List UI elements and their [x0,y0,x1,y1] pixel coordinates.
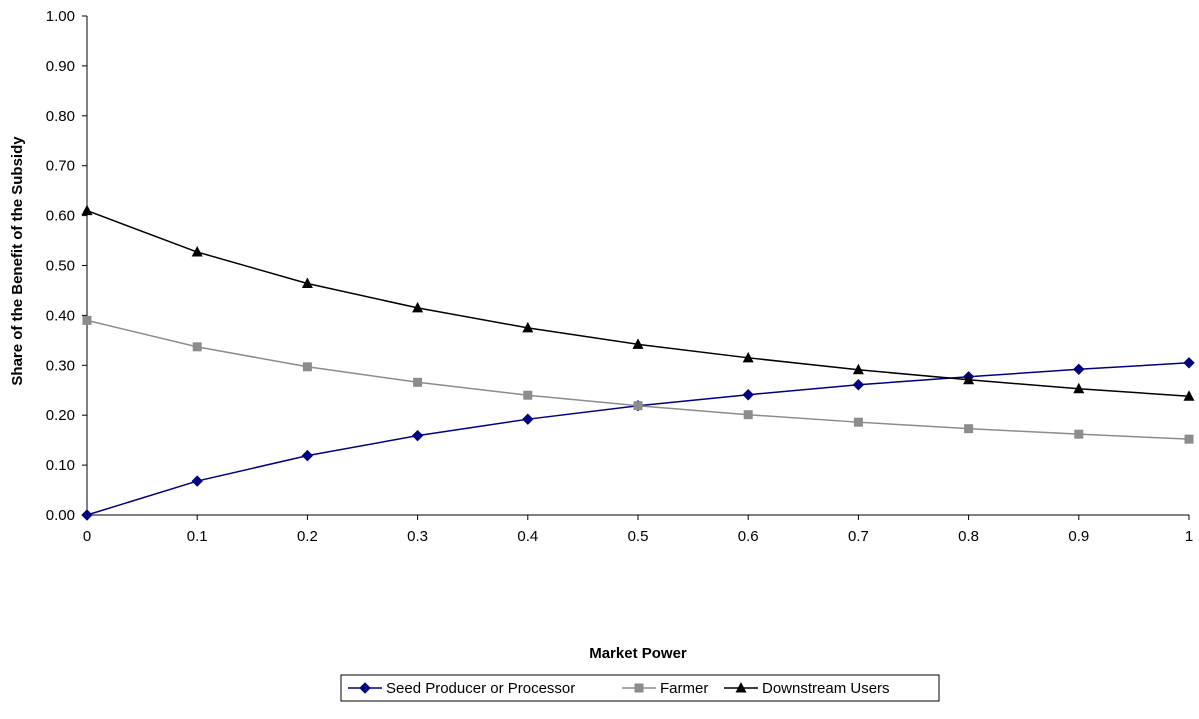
data-point [522,413,534,425]
data-point [523,390,533,400]
data-point [852,363,864,375]
data-point [411,429,424,442]
series-1 [81,357,1195,521]
data-point [81,509,93,521]
y-tick-label: 0.00 [46,507,75,524]
data-point [191,246,203,257]
legend-marker [735,682,747,693]
x-tick-label: 0.7 [848,528,869,545]
series-line [86,209,1190,397]
legend-label: Downstream Users [762,680,890,697]
data-point [1073,363,1085,375]
x-tick-label: 0.2 [297,528,318,545]
data-point [301,449,314,462]
y-tick-label: 0.70 [46,158,75,175]
data-point [82,315,92,325]
data-point [853,417,863,427]
series-3 [81,204,1195,401]
series-line [86,362,1190,516]
data-point [963,373,975,385]
data-point [964,424,974,434]
data-point [1184,434,1194,444]
data-point [191,475,203,487]
x-tick-label: 1 [1185,528,1193,545]
legend-marker [359,682,371,694]
data-point [1073,382,1085,394]
x-tick-label: 0.4 [517,528,538,545]
legend: Seed Producer or Processor Farmer Downstre… [340,674,940,702]
data-point [1074,429,1084,439]
legend-label: Farmer [660,680,708,697]
x-tick-label: 0.1 [187,528,208,545]
x-axis-label: Market Power [589,645,687,662]
y-tick-label: 0.10 [46,457,75,474]
y-tick-label: 0.40 [46,307,75,324]
y-tick-label: 0.50 [46,258,75,275]
data-point [743,410,753,420]
data-point [742,389,754,401]
legend-item: Farmer [622,680,708,697]
data-point [412,301,424,313]
x-tick-label: 0.3 [407,528,428,545]
legend-item: Seed Producer or Processor [348,680,575,697]
data-point [852,379,865,391]
y-tick-label: 0.90 [46,58,75,75]
data-point [633,401,643,411]
data-point [1183,390,1195,401]
y-tick-label: 1.00 [46,8,75,25]
data-point [302,362,312,372]
legend-marker [634,683,644,693]
x-tick-label: 0.5 [628,528,649,545]
series-line [86,319,1190,440]
y-tick-label: 0.30 [46,357,75,374]
legend-label: Seed Producer or Processor [386,680,575,697]
data-point [301,277,313,288]
y-tick-label: 0.20 [46,407,75,424]
tick-labels: 0.000.100.200.300.400.500.600.700.800.90… [46,8,1193,545]
axes [82,15,1190,520]
legend-item: Downstream Users [724,680,890,697]
y-tick-label: 0.80 [46,108,75,125]
data-point [192,342,202,352]
data-point [522,321,534,333]
series-2 [82,315,1194,444]
data-point [81,204,93,216]
x-tick-label: 0.8 [958,528,979,545]
x-tick-label: 0.9 [1068,528,1089,545]
x-tick-label: 0 [83,528,91,545]
data-point [632,338,644,349]
data-point [413,377,423,387]
x-tick-label: 0.6 [738,528,759,545]
y-axis-label: Share of the Benefit of the Subsidy [9,136,26,386]
y-tick-label: 0.60 [46,208,75,225]
data-point [1183,357,1195,369]
series-group [81,204,1195,521]
data-point [742,351,754,363]
